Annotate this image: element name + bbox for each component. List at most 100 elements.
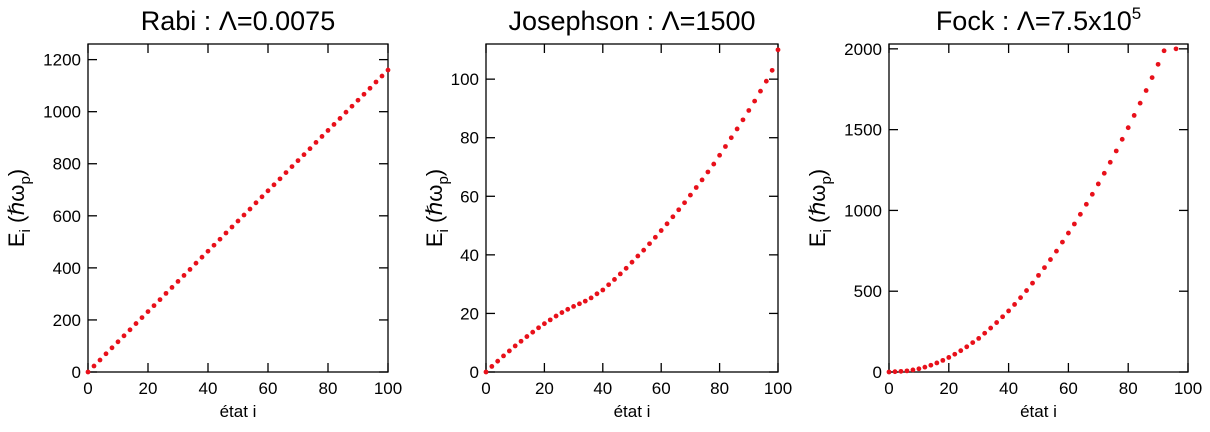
data-point — [151, 303, 157, 309]
data-point — [1000, 314, 1006, 320]
data-point — [1131, 113, 1137, 118]
data-point — [1161, 48, 1167, 54]
data-point — [970, 340, 976, 345]
data-point — [606, 282, 612, 288]
data-point — [109, 345, 115, 351]
data-point — [247, 206, 253, 212]
y-tick-label: 100 — [451, 70, 479, 89]
y-tick-label: 1000 — [43, 103, 81, 122]
data-point — [635, 253, 641, 259]
x-tick-label: 80 — [319, 379, 338, 398]
data-point — [547, 317, 553, 323]
data-point — [127, 327, 133, 333]
data-point — [489, 364, 495, 369]
data-point — [693, 185, 699, 190]
x-tick-label: 0 — [884, 379, 893, 398]
data-point — [1155, 61, 1161, 67]
data-point — [588, 295, 594, 301]
data-point — [1101, 170, 1107, 176]
data-point — [337, 116, 343, 121]
data-point — [295, 158, 301, 164]
data-point — [934, 360, 940, 366]
data-point — [664, 221, 670, 227]
data-point — [922, 364, 928, 370]
x-axis-label: état i — [614, 402, 651, 421]
y-tick-label: 60 — [460, 187, 479, 206]
data-point — [676, 207, 682, 213]
x-tick-label: 60 — [1059, 379, 1078, 398]
data-point — [1107, 159, 1113, 165]
data-point — [373, 79, 379, 85]
data-point — [343, 109, 349, 115]
data-point — [331, 122, 337, 127]
data-point — [271, 182, 277, 188]
x-tick-label: 20 — [939, 379, 958, 398]
x-tick-label: 0 — [83, 379, 92, 398]
data-point — [277, 176, 283, 182]
y-tick-label: 0 — [470, 363, 479, 382]
data-point — [133, 321, 139, 326]
data-point — [187, 267, 193, 272]
plot-frame — [888, 43, 1189, 373]
data-point — [91, 363, 97, 369]
data-point — [1137, 100, 1143, 106]
data-point — [199, 254, 205, 260]
data-point — [313, 140, 319, 145]
data-point — [994, 320, 1000, 325]
data-point — [699, 177, 705, 183]
data-point — [175, 279, 181, 284]
plot-frame — [87, 43, 389, 373]
data-point — [553, 313, 559, 319]
data-point — [1054, 248, 1059, 254]
x-tick-label: 80 — [1119, 379, 1138, 398]
data-point — [103, 351, 109, 357]
data-point — [571, 304, 576, 309]
data-point — [97, 357, 103, 363]
data-point — [301, 152, 307, 158]
y-tick-label: 0 — [873, 363, 882, 382]
data-point — [711, 161, 717, 167]
data-point — [145, 309, 151, 315]
data-point — [670, 214, 676, 220]
x-tick-label: 60 — [259, 379, 278, 398]
data-point — [612, 277, 617, 282]
y-axis-label: Ei (ℏωp) — [805, 169, 835, 247]
x-tick-label: 40 — [999, 379, 1018, 398]
data-point — [211, 242, 217, 248]
data-point — [904, 368, 910, 374]
data-point — [1060, 239, 1065, 245]
y-tick-label: 800 — [53, 155, 81, 174]
data-point — [582, 298, 588, 304]
plot-frame — [485, 43, 779, 373]
data-point — [600, 287, 606, 293]
data-point — [559, 310, 565, 315]
x-tick-label: 0 — [481, 379, 490, 398]
data-point — [1071, 221, 1077, 227]
data-point — [752, 98, 758, 104]
data-point — [506, 348, 512, 354]
data-point — [658, 228, 664, 233]
y-tick-label: 600 — [53, 207, 81, 226]
x-tick-label: 80 — [710, 379, 729, 398]
data-point — [892, 369, 898, 375]
y-tick-label: 40 — [460, 246, 479, 265]
data-point — [1089, 191, 1095, 197]
x-tick-label: 100 — [764, 379, 792, 398]
data-point — [886, 369, 892, 375]
data-point — [385, 67, 391, 73]
y-tick-label: 500 — [854, 282, 882, 301]
data-point — [265, 188, 271, 194]
chart-title: Fock : Λ=7.5x105 — [936, 4, 1141, 36]
y-tick-label: 20 — [460, 304, 479, 323]
data-point — [1030, 280, 1035, 286]
data-point — [1006, 308, 1011, 314]
data-point — [988, 325, 994, 331]
x-tick-label: 60 — [652, 379, 671, 398]
data-point — [1066, 230, 1071, 236]
data-point — [717, 152, 722, 158]
data-point — [253, 200, 259, 206]
data-point — [577, 301, 582, 307]
data-point — [512, 343, 518, 349]
